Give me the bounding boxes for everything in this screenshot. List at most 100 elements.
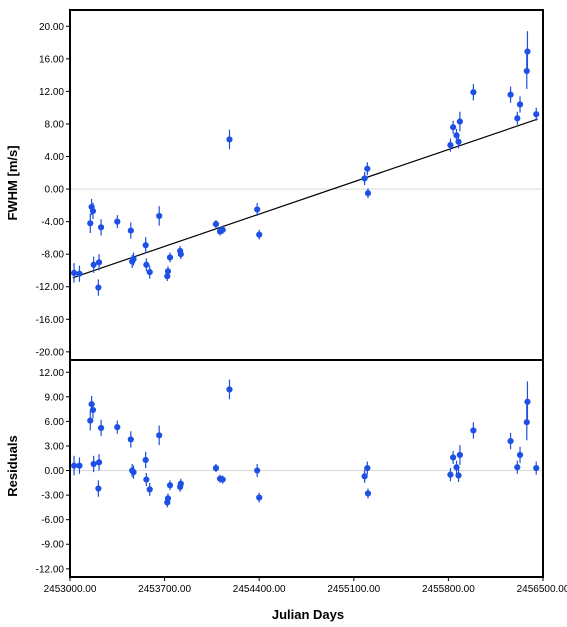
x-tick-label: 2453700.00 [138, 584, 191, 595]
residuals-data-point [156, 432, 163, 439]
fwhm-y-tick-label: 12.00 [39, 87, 64, 98]
residuals-data-point [456, 451, 463, 459]
fwhm-y-tick-label: -20.00 [36, 347, 65, 358]
fwhm-data-point [361, 175, 368, 182]
fwhm-data-point [177, 251, 184, 258]
residuals-y-tick-label: 3.00 [45, 441, 65, 452]
residuals-data-point [514, 464, 521, 471]
fwhm-data-point [455, 138, 462, 145]
residuals-y-tick-label: -9.00 [41, 540, 64, 551]
fwhm-data-point [364, 165, 371, 172]
residuals-data-point [361, 473, 368, 480]
residuals-data-point [166, 482, 174, 489]
fwhm-data-point [142, 242, 149, 249]
fwhm-data-point [97, 224, 105, 231]
residuals-data-point [97, 424, 105, 432]
residuals-data-point [90, 460, 97, 468]
residuals-data-point [254, 467, 261, 474]
fwhm-data-point [364, 190, 372, 197]
fwhm-data-point [524, 48, 531, 55]
fwhm-data-point [507, 91, 514, 98]
residuals-data-point [453, 464, 460, 471]
residuals-data-point [130, 469, 137, 476]
fwhm-data-point [70, 269, 78, 277]
fwhm-y-tick-label: 16.00 [39, 54, 64, 65]
fwhm-fit-line [72, 118, 538, 279]
residuals-data-point [114, 424, 121, 431]
residuals-data-point [226, 386, 233, 393]
residuals-points [70, 379, 540, 508]
x-tick-label: 2454400.00 [233, 584, 286, 595]
fwhm-data-point [127, 227, 134, 234]
fwhm-data-point [95, 284, 102, 291]
fwhm-data-point [164, 268, 172, 275]
fwhm-y-axis-title: FWHM [m/s] [5, 145, 20, 220]
residuals-y-tick-label: -12.00 [36, 564, 65, 575]
residuals-y-tick-label: -3.00 [41, 491, 64, 502]
fwhm-y-tick-label: -16.00 [36, 315, 65, 326]
residuals-data-point [455, 472, 462, 479]
residuals-y-tick-label: -6.00 [41, 515, 64, 526]
fwhm-data-point [156, 212, 163, 220]
residuals-data-point [516, 451, 524, 459]
residuals-y-tick-label: 9.00 [45, 392, 65, 403]
residuals-data-point [447, 471, 454, 478]
residuals-data-point [88, 401, 95, 408]
residuals-data-point [164, 495, 172, 502]
fwhm-data-point [254, 206, 261, 213]
residuals-data-point [470, 427, 477, 434]
residuals-data-point [524, 398, 531, 405]
fwhm-data-point [146, 268, 153, 276]
residuals-data-point [143, 476, 150, 483]
residuals-plot-frame [69, 359, 544, 578]
fwhm-data-point [130, 255, 137, 263]
x-tick-label: 2453000.00 [44, 584, 97, 595]
residuals-data-point [95, 459, 103, 466]
fwhm-y-tick-label: 0.00 [45, 185, 65, 196]
residuals-data-point [212, 464, 220, 472]
fwhm-data-point [87, 220, 94, 227]
residuals-data-point [146, 486, 153, 493]
residuals-data-point [76, 462, 83, 469]
fwhm-y-tick-label: -4.00 [41, 217, 64, 228]
fwhm-data-point [164, 273, 171, 280]
fwhm-points [70, 31, 540, 296]
residuals-data-point [523, 419, 530, 426]
residuals-data-point [87, 417, 94, 424]
fwhm-data-point [114, 218, 121, 225]
residuals-data-point [364, 464, 371, 472]
fwhm-y-ticks: 20.00 16.00 12.00 8.00 4.00 0.00 -4.00 -8.00 -12… [36, 22, 70, 358]
x-axis-title: Julian Days [272, 607, 344, 622]
fwhm-data-point [90, 261, 97, 268]
residuals-data-point [70, 462, 78, 469]
residuals-data-point [177, 480, 184, 487]
x-tick-label: 2455800.00 [422, 584, 475, 595]
fwhm-y-tick-label: -12.00 [36, 282, 65, 293]
fwhm-data-point [95, 259, 103, 266]
fwhm-data-point [166, 254, 174, 261]
fwhm-data-point [450, 124, 457, 131]
fwhm-data-point [76, 270, 83, 277]
fwhm-data-point [212, 220, 220, 228]
residuals-data-point [142, 456, 149, 464]
residuals-y-ticks: 12.00 9.00 6.00 3.00 0.00 -3.00 -6.00 -9.00 -12.… [36, 368, 70, 575]
residuals-panel: 12.00 9.00 6.00 3.00 0.00 -3.00 -6.00 -9.00 -12.… [36, 359, 567, 595]
fwhm-y-tick-label: -8.00 [41, 250, 64, 261]
residuals-y-axis-title: Residuals [5, 435, 20, 496]
fwhm-data-point [226, 136, 233, 143]
fwhm-data-point [256, 231, 263, 238]
x-tick-label: 2456500.00 [517, 584, 567, 595]
fwhm-data-point [533, 111, 540, 118]
x-tick-label: 2455100.00 [327, 584, 380, 595]
residuals-data-point [507, 437, 514, 445]
residuals-data-point [127, 436, 134, 443]
residuals-data-point [450, 454, 457, 461]
fwhm-data-point [456, 118, 463, 125]
fwhm-y-tick-label: 4.00 [45, 152, 65, 163]
fwhm-data-point [470, 89, 477, 96]
fwhm-data-point [447, 142, 454, 149]
residuals-y-tick-label: 12.00 [39, 368, 64, 379]
fwhm-data-point [89, 207, 97, 215]
residuals-data-point [219, 476, 226, 483]
